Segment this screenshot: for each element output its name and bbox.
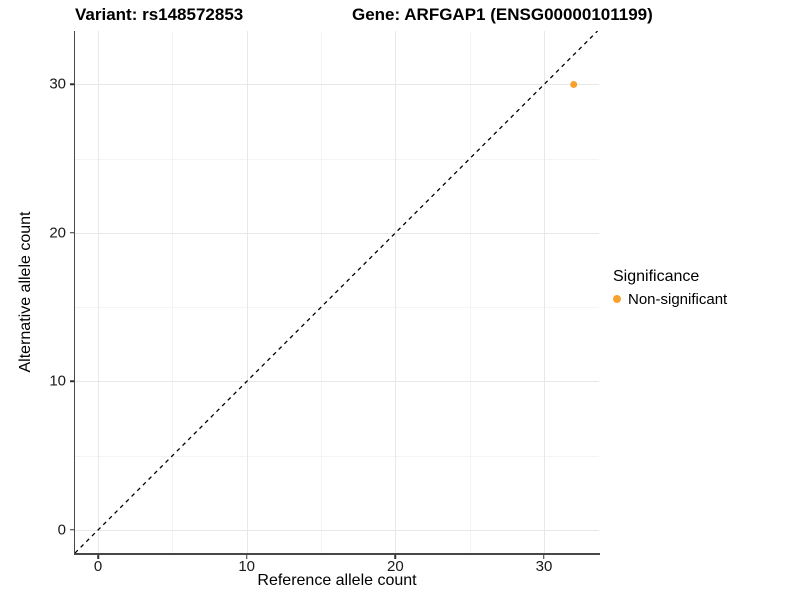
x-axis-line [73, 553, 600, 555]
y-tick-mark [69, 232, 74, 234]
x-tick-label: 10 [238, 558, 256, 575]
legend: Significance Non-significant [613, 268, 727, 308]
x-tick-mark [543, 554, 545, 559]
gridline-major-horizontal [75, 84, 599, 86]
plot-canvas [75, 31, 598, 553]
x-tick-label: 20 [387, 558, 404, 575]
legend-entry-label: Non-significant [628, 290, 728, 308]
gridline-minor-horizontal [75, 455, 599, 457]
gridline-major-vertical [543, 31, 545, 553]
plot-panel [75, 31, 599, 553]
x-tick-label: 0 [93, 558, 103, 575]
gridline-major-horizontal [75, 232, 599, 234]
y-tick-label: 30 [49, 75, 66, 93]
gridline-minor-horizontal [75, 158, 599, 160]
x-tick-mark [245, 554, 248, 559]
y-tick-label: 10 [49, 372, 66, 390]
gridline-minor-vertical [469, 31, 471, 553]
gridline-major-vertical [395, 31, 397, 553]
gridline-major-horizontal [75, 529, 599, 531]
y-tick-mark [69, 380, 74, 383]
x-tick-mark [97, 554, 99, 559]
legend-title: Significance [613, 268, 700, 285]
gridline-major-horizontal [75, 381, 599, 383]
legend-entry: Non-significant [613, 290, 727, 308]
legend-key-dot [613, 295, 621, 303]
identity-dashed-line [75, 31, 598, 553]
gridline-minor-horizontal [75, 307, 599, 309]
x-axis-title: Reference allele count [257, 572, 417, 589]
y-tick-mark [69, 529, 74, 531]
x-tick-mark [394, 554, 397, 559]
x-tick-label: 30 [535, 558, 553, 575]
plot-title-variant: Variant: rs148572853 [75, 5, 244, 24]
data-point [570, 80, 578, 88]
legend-entries: Non-significant [613, 290, 727, 308]
plot-title-gene: Gene: ARFGAP1 (ENSG00000101199) [352, 5, 653, 24]
gridline-minor-vertical [172, 31, 174, 553]
y-tick-label: 20 [49, 224, 66, 242]
y-axis-line [73, 31, 75, 555]
y-tick-mark [69, 83, 74, 86]
gridline-major-vertical [98, 31, 100, 553]
y-tick-label: 0 [57, 521, 66, 539]
gridline-minor-vertical [321, 31, 323, 553]
gridline-major-vertical [246, 31, 248, 553]
